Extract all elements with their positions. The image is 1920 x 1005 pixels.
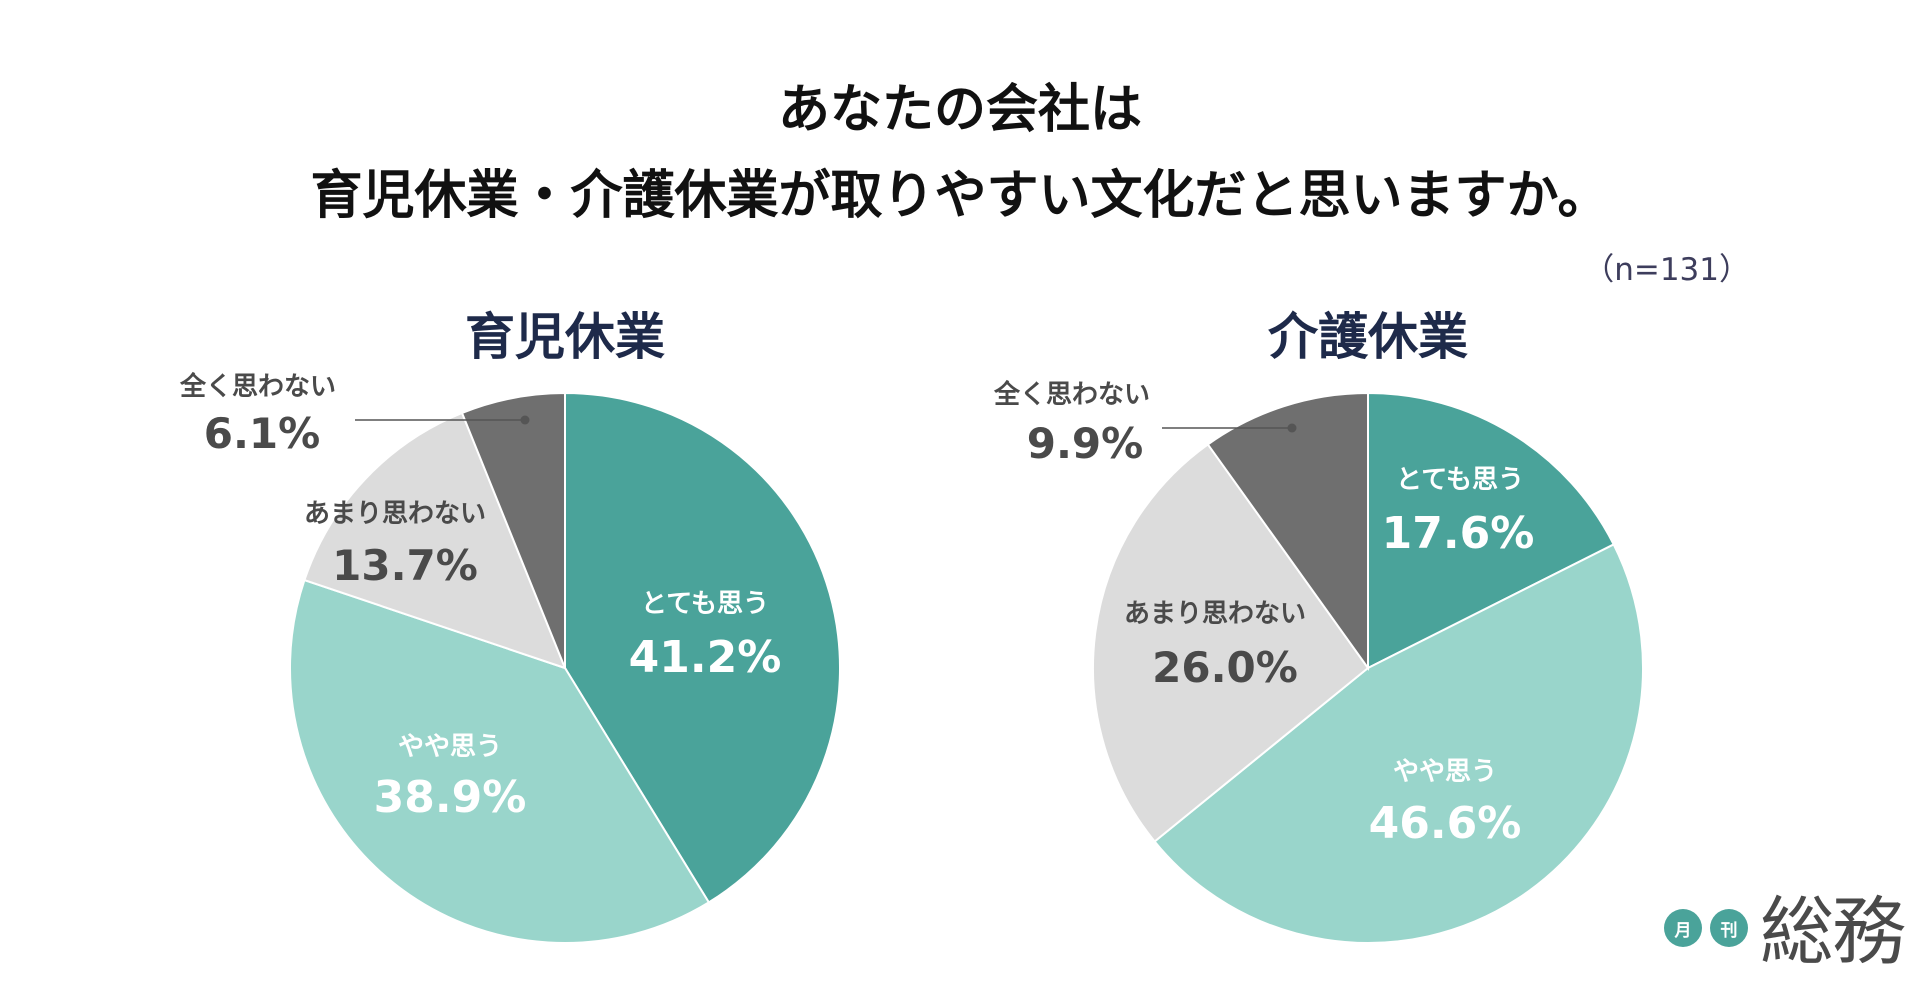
pie-2-slice-not-much (1092, 443, 1370, 843)
pie-1-category-label-not-much: あまり思わない (304, 499, 486, 529)
chart-title-line-1: あなたの会社は (777, 80, 1142, 140)
pie-2-category-label-not-at-all: 全く思わない (993, 379, 1150, 410)
pie-2-value-label-not-much: 26.0% (1152, 643, 1298, 692)
pie-2-category-label-very: とても思う (1396, 465, 1524, 495)
brand-logo: 月 刊 総務 (1664, 889, 1906, 985)
pie-1-slice-not-much (303, 411, 567, 670)
pie-1-value-label-somewhat: 38.9% (374, 772, 527, 823)
pie-1-slice-not-at-all (460, 391, 566, 669)
pie-2-category-label-not-much: あまり思わない (1124, 599, 1306, 629)
pie-2: とても思う 17.6% やや思う 46.6% あまり思わない 26.0% 全く思わない 9.9… (993, 379, 1644, 945)
pie-1-value-label-not-at-all: 6.1% (204, 409, 320, 458)
pie-1-category-label-very: とても思う (641, 589, 769, 619)
pie-2-value-label-somewhat: 46.6% (1369, 798, 1522, 849)
pie-2-category-label-somewhat: やや思う (1393, 757, 1497, 787)
pie-2-value-label-very: 17.6% (1382, 508, 1535, 559)
pie-1-value-label-not-much: 13.7% (332, 541, 478, 590)
pie-1-slice-somewhat (289, 578, 711, 945)
pie-1-category-label-somewhat: やや思う (398, 732, 502, 762)
brand-circle-publication: 刊 (1710, 909, 1748, 947)
pie-2-leader-dot (1287, 423, 1297, 433)
pie-1-title: 育児休業 (465, 308, 665, 366)
pie-2-slice-somewhat (1153, 543, 1644, 945)
pie-1-slice-very (564, 391, 841, 904)
pie-2-slice-not-at-all (1206, 391, 1369, 672)
pie-1-value-label-very: 41.2% (629, 632, 782, 683)
sample-size-note: （n=131） (1583, 252, 1750, 288)
brand-wordmark: 総務 (1760, 889, 1906, 975)
pie-2-value-label-not-at-all: 9.9% (1027, 419, 1143, 468)
pie-1: とても思う 41.2% やや思う 38.9% あまり思わない 13.7% 全く思わない 6.1… (179, 371, 841, 945)
pie-1-category-label-not-at-all: 全く思わない (179, 371, 336, 402)
brand-circle-monthly: 月 (1664, 909, 1702, 947)
chart-title-line-2: 育児休業・介護休業が取りやすい文化だと思いますか。 (310, 166, 1610, 226)
pie-2-slice-very (1367, 391, 1616, 670)
pie-2-title: 介護休業 (1268, 308, 1468, 366)
pie-1-leader-dot (520, 415, 530, 425)
